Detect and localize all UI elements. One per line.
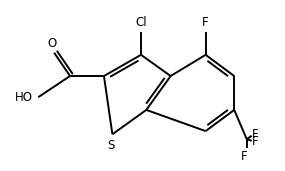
Text: S: S — [107, 139, 114, 152]
Text: HO: HO — [15, 91, 33, 104]
Text: F: F — [202, 16, 209, 29]
Text: O: O — [47, 37, 57, 50]
Text: F: F — [252, 128, 259, 141]
Text: F: F — [241, 150, 248, 163]
Text: Cl: Cl — [135, 16, 147, 29]
Text: F: F — [252, 135, 259, 148]
